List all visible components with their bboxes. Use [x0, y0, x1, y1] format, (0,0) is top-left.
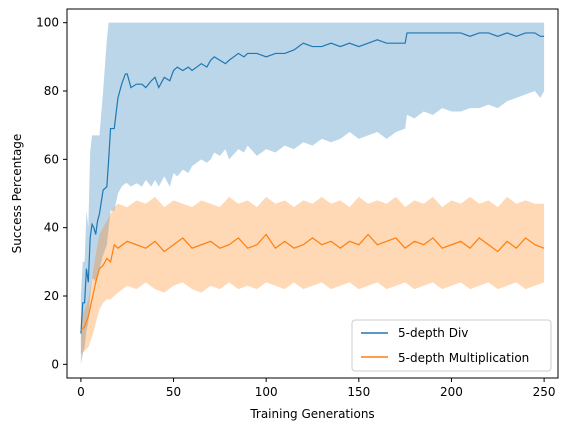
x-tick-label: 200 — [440, 385, 463, 399]
band-multiplication — [80, 196, 545, 355]
x-axis: 0 50 100 150 200 250 — [77, 378, 556, 399]
x-tick-label: 50 — [166, 385, 181, 399]
y-axis: 0 20 40 60 80 100 — [36, 16, 67, 371]
y-tick-label: 40 — [44, 221, 59, 235]
x-tick-label: 150 — [347, 385, 370, 399]
line-div — [80, 32, 545, 334]
y-axis-label: Success Percentage — [10, 134, 24, 254]
y-tick-label: 0 — [51, 357, 59, 371]
x-tick-label: 250 — [533, 385, 556, 399]
y-tick-label: 20 — [44, 289, 59, 303]
band-div — [80, 22, 545, 365]
x-axis-label: Training Generations — [249, 407, 374, 421]
x-tick-label: 100 — [255, 385, 278, 399]
y-tick-label: 60 — [44, 152, 59, 166]
legend-label-div: 5-depth Div — [398, 326, 468, 340]
series-lines — [80, 32, 545, 334]
line-multiplication — [80, 233, 545, 331]
x-tick-label: 0 — [77, 385, 85, 399]
legend-box — [351, 319, 552, 372]
legend: 5-depth Div 5-depth Multiplication — [351, 319, 552, 372]
legend-label-multiplication: 5-depth Multiplication — [398, 351, 529, 365]
y-tick-label: 100 — [36, 16, 59, 30]
confidence-bands — [80, 22, 545, 365]
y-tick-label: 80 — [44, 84, 59, 98]
plot-frame — [66, 8, 559, 379]
